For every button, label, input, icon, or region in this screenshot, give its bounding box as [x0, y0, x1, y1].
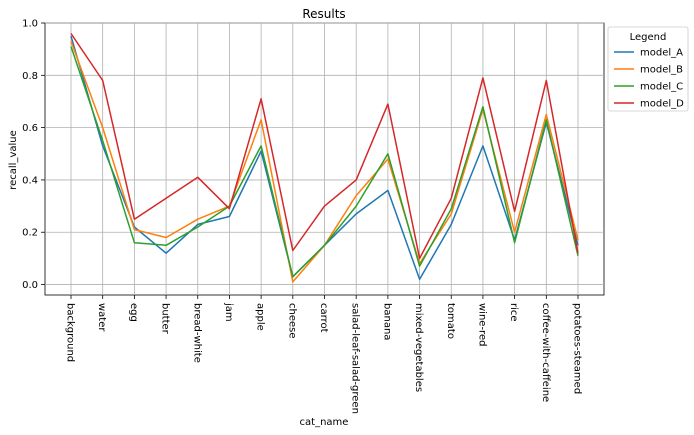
y-axis-label: recall_value	[8, 130, 19, 190]
legend-label-model_D: model_D	[640, 99, 684, 110]
x-tick-label: background	[65, 303, 76, 362]
legend: Legend model_A model_B model_C model_D	[607, 26, 689, 112]
x-tick-label: butter	[160, 303, 171, 335]
y-tick-label: 0.6	[22, 123, 38, 134]
legend-label-model_C: model_C	[640, 82, 683, 93]
plot-area	[44, 22, 605, 296]
series-line-model_C	[70, 46, 579, 278]
x-tick-label: apple	[255, 303, 266, 331]
series-line-model_D	[70, 33, 579, 260]
x-tick-label: jam	[223, 302, 234, 322]
y-tick-label: 1.0	[22, 19, 38, 30]
y-tick-label: 0.2	[22, 228, 38, 239]
x-tick-label: carrot	[318, 303, 329, 333]
y-tick-label: 0.8	[22, 71, 38, 82]
series-layer	[70, 33, 579, 283]
legend-box	[607, 26, 689, 112]
x-tick-label: rice	[508, 303, 519, 322]
x-tick-label: wine-red	[476, 303, 487, 346]
x-tick-label: salad-leaf-salad-green	[350, 303, 361, 414]
x-tick-label: egg	[128, 303, 139, 322]
x-tick-label: cheese	[286, 303, 297, 339]
y-tick-label: 0.0	[22, 280, 38, 291]
x-tick-label: water	[96, 303, 107, 332]
x-tick-label: coffee-with-caffeine	[540, 303, 551, 402]
x-tick-label: banana	[381, 303, 392, 340]
legend-label-model_B: model_B	[640, 65, 683, 76]
legend-items: model_A model_B model_C model_D	[614, 48, 684, 110]
chart-title: Results	[302, 7, 345, 21]
x-tick-label: mixed-vegetables	[413, 303, 424, 392]
x-axis: background water egg butter bread-white jam ap…	[65, 295, 583, 414]
x-axis-label: cat_name	[300, 417, 349, 428]
legend-title: Legend	[630, 32, 667, 43]
legend-label-model_A: model_A	[640, 48, 683, 59]
x-tick-label: bread-white	[191, 303, 202, 363]
y-tick-label: 0.4	[22, 175, 38, 186]
grid	[45, 22, 604, 295]
x-tick-label: tomato	[445, 303, 456, 339]
x-tick-label: potatoes-steamed	[572, 303, 583, 394]
y-axis: 0.0 0.2 0.4 0.6 0.8 1.0	[22, 19, 45, 291]
